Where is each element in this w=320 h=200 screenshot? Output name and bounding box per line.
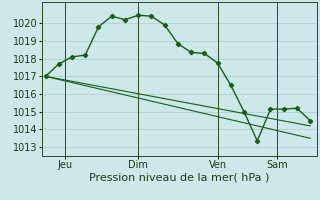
X-axis label: Pression niveau de la mer( hPa ): Pression niveau de la mer( hPa ) — [89, 173, 269, 183]
